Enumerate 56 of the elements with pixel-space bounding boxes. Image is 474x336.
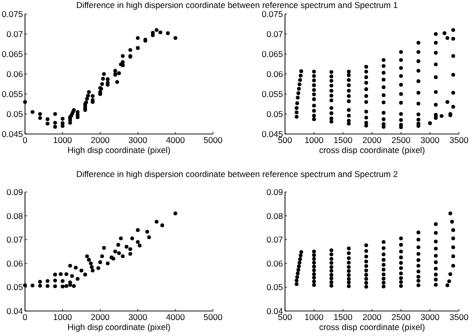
y-tick-label: 0.05 xyxy=(6,109,24,119)
y-tick-label: 0.055 xyxy=(2,89,24,99)
y-tick-label: 0.065 xyxy=(262,49,284,59)
y-tick-label: 0.06 xyxy=(6,258,24,268)
x-tick-label: 4000 xyxy=(166,312,186,322)
y-tick-label: 0.06 xyxy=(266,258,284,268)
x-tick-label: 3500 xyxy=(450,312,469,322)
y-tick-label: 0.07 xyxy=(266,29,284,39)
y-tick-label: 0.08 xyxy=(266,210,284,221)
y-tick-label: 0.075 xyxy=(262,9,284,19)
x-tick-label: 3500 xyxy=(450,135,469,145)
y-tick-label: 0.055 xyxy=(262,89,284,99)
text: Difference in high dispersion coordinate between reference spectrum and Spectrum 2 xyxy=(76,169,398,179)
y-tick-label: 0.09 xyxy=(266,187,284,197)
x-tick-label: 3000 xyxy=(420,135,440,145)
x-tick-label: 1500 xyxy=(334,135,353,145)
x-axis-title: cross disp coordinate (pixel) xyxy=(319,145,426,155)
x-tick-label: 5000 xyxy=(204,312,223,322)
x-tick-label: 2000 xyxy=(90,135,110,145)
x-tick-label: 3000 xyxy=(128,135,148,145)
y-tick-label: 0.045 xyxy=(2,129,24,139)
x-tick-label: 3000 xyxy=(128,312,148,322)
x-tick-label: 5000 xyxy=(204,135,223,145)
y-tick-label: 0.04 xyxy=(6,306,24,316)
y-tick-label: 0.07 xyxy=(6,29,24,39)
x-tick-label: 1000 xyxy=(304,312,324,322)
x-tick-label: 0 xyxy=(22,135,28,145)
x-tick-label: 1000 xyxy=(304,135,324,145)
y-tick-label: 0.04 xyxy=(266,306,284,316)
y-tick-label: 0.07 xyxy=(266,234,284,245)
text: Difference in high dispersion coordinate between reference spectrum and Spectrum 1 xyxy=(76,0,398,10)
x-tick-label: 2500 xyxy=(392,312,411,322)
x-tick-label: 2000 xyxy=(90,312,110,322)
x-tick-label: 1000 xyxy=(53,312,72,322)
x-tick-label: 0 xyxy=(22,312,28,322)
y-tick-label: 0.065 xyxy=(2,49,24,59)
x-axis-title: High disp coordinate (pixel) xyxy=(68,322,171,332)
y-tick-label: 0.06 xyxy=(6,69,24,79)
x-axis-title: cross disp coordinate (pixel) xyxy=(319,322,426,332)
y-tick-label: 0.05 xyxy=(266,282,284,292)
y-tick-label: 0.075 xyxy=(2,9,24,19)
x-tick-label: 4000 xyxy=(166,135,186,145)
x-tick-label: 2500 xyxy=(392,135,411,145)
y-tick-label: 0.06 xyxy=(266,69,284,79)
x-tick-label: 1000 xyxy=(53,135,72,145)
x-tick-label: 2000 xyxy=(362,135,382,145)
y-tick-label: 0.09 xyxy=(6,187,24,197)
x-tick-label: 3000 xyxy=(420,312,440,322)
y-tick-label: 0.07 xyxy=(6,234,24,245)
y-tick-label: 0.045 xyxy=(262,129,284,139)
x-tick-label: 2000 xyxy=(362,312,382,322)
y-tick-label: 0.05 xyxy=(6,282,24,292)
y-tick-label: 0.05 xyxy=(266,109,284,119)
x-axis-title: High disp coordinate (pixel) xyxy=(68,145,171,155)
x-tick-label: 1500 xyxy=(334,312,353,322)
y-tick-label: 0.08 xyxy=(6,210,24,221)
